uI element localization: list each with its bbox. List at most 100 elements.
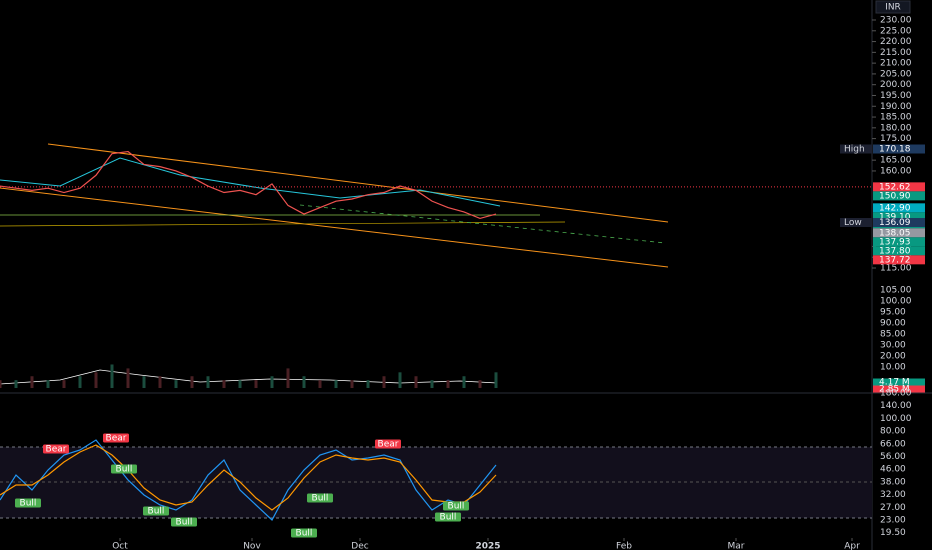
volume-bar (350, 380, 354, 388)
osc-axis-label: 66.00 (880, 439, 906, 449)
x-tick-label: Mar (728, 542, 745, 550)
badge-text: 152.62 (879, 182, 911, 192)
line (0, 439, 497, 521)
y-tick-label: 215.00 (880, 48, 912, 58)
volume-bar (46, 380, 50, 388)
badge-text: 137.72 (879, 255, 911, 265)
y-tick-label: 230.00 (880, 16, 912, 26)
volume-axis-label: 20.00 (880, 352, 906, 362)
y-tick-label: 160.00 (880, 166, 912, 176)
price-badge (873, 182, 925, 192)
signal-badge (103, 433, 129, 443)
y-tick-label: 190.00 (880, 102, 912, 112)
signal-badge (43, 444, 69, 454)
volume-axis-label: 100.00 (880, 297, 912, 307)
volume-badge (873, 378, 925, 386)
x-tick-label: Feb (616, 542, 632, 550)
volume-bar (414, 376, 418, 388)
badge-text: 150.90 (879, 191, 911, 201)
signal-label: Bull (116, 465, 133, 475)
osc-axis-label: 140.00 (880, 401, 912, 411)
volume-bar (398, 372, 402, 388)
volume-badge-text: 2.85 M (879, 385, 910, 395)
high-value: 170.18 (879, 145, 911, 155)
y-tick-label: 175.00 (880, 134, 912, 144)
signal-label: Bull (448, 502, 465, 512)
signal-label: Bear (106, 434, 127, 444)
volume-bar (0, 380, 2, 388)
signal-badge (375, 439, 401, 449)
price-badge (873, 255, 925, 265)
moving-average (0, 157, 501, 207)
volume-bar (142, 376, 146, 388)
signal-badge (143, 506, 169, 516)
badge-text: 137.93 (879, 237, 911, 247)
volume-bar (110, 364, 114, 388)
volume-axis-label: 90.00 (880, 319, 906, 329)
signal-label: Bear (378, 440, 399, 450)
osc-axis-label: 38.00 (880, 477, 906, 487)
volume-axis-label: 85.00 (880, 330, 906, 340)
volume-axis-label: 30.00 (880, 341, 906, 351)
y-tick-label: 220.00 (880, 37, 912, 47)
price-badge (873, 203, 925, 213)
signal-badge (291, 528, 317, 538)
signal-badge (171, 517, 197, 527)
volume-bar (318, 380, 322, 388)
x-tick-label: 2025 (475, 542, 500, 550)
signal-badge (443, 501, 469, 511)
line (0, 444, 497, 511)
y-tick-label: 165.00 (880, 156, 912, 166)
volume-bar (302, 376, 306, 388)
y-tick-label: 210.00 (880, 59, 912, 69)
volume-bar (462, 376, 466, 388)
volume-bar (238, 380, 242, 388)
x-tick-label: Apr (844, 542, 860, 550)
volume-bar (254, 380, 258, 388)
signal-label: Bull (312, 494, 329, 504)
price-badge (873, 228, 925, 238)
x-tick-label: Oct (112, 542, 128, 550)
volume-average (0, 369, 498, 385)
signal-label: Bull (440, 513, 457, 523)
signal-label: Bull (176, 518, 193, 528)
signal-label: Bull (20, 499, 37, 509)
channel-top (47, 143, 669, 223)
high-name: High (844, 145, 865, 155)
line (0, 150, 497, 220)
volume-badge (873, 385, 925, 393)
osc-axis-label: 27.00 (880, 503, 906, 513)
osc-axis-label: 46.00 (880, 465, 906, 475)
price-badge (873, 237, 925, 247)
signal-badge (111, 464, 137, 474)
y-tick-label: 180.00 (880, 123, 912, 133)
high-name-box (840, 144, 872, 154)
volume-bar (94, 372, 98, 388)
signal-label: Bull (148, 507, 165, 517)
signal-label: Bear (46, 445, 67, 455)
signal-badge (307, 493, 333, 503)
osc-axis-label: 180.00 (880, 389, 912, 399)
volume-bar (158, 376, 162, 388)
volume-bar (366, 380, 370, 388)
x-tick-label: Dec (351, 542, 368, 550)
volume-bar (446, 380, 450, 388)
y-tick-label: 195.00 (880, 91, 912, 101)
volume-bar (78, 376, 82, 388)
osc-axis-label: 19.50 (880, 528, 906, 538)
x-tick-label: Nov (243, 542, 261, 550)
badge-text: 139.10 (879, 212, 911, 222)
osc-axis-label: 100.00 (880, 414, 912, 424)
osc-axis-label: 23.00 (880, 516, 906, 526)
volume-bar (382, 376, 386, 388)
signal-label: Bull (296, 529, 313, 539)
volume-bar (30, 376, 34, 388)
low-name-box (840, 218, 872, 228)
osc-axis-label: 32.00 (880, 490, 906, 500)
low-badge (873, 218, 925, 228)
volume-bar (270, 376, 274, 388)
currency: INR (885, 3, 901, 13)
volume-bar (286, 368, 290, 388)
volume-axis-label: 95.00 (880, 308, 906, 318)
